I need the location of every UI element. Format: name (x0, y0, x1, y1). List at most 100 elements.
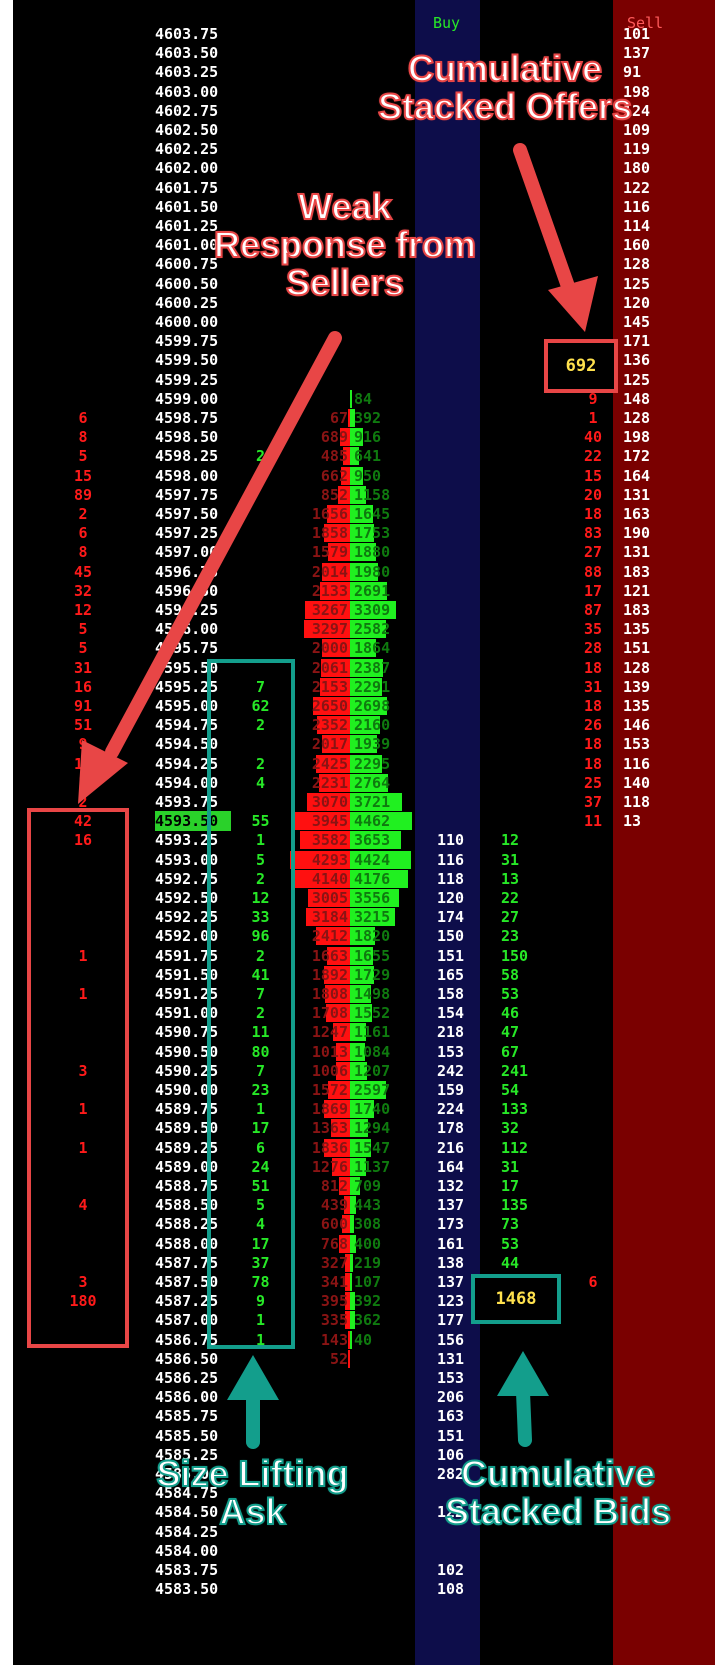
ask-volume-bar (350, 581, 388, 600)
price-cell[interactable]: 4591.75 (155, 946, 219, 965)
price-cell[interactable]: 4591.25 (155, 985, 219, 1003)
price-cell[interactable]: 4598.75 (155, 409, 219, 427)
sell-volume-cell: 135 (623, 697, 651, 715)
price-cell[interactable]: 4603.50 (155, 44, 219, 63)
price-cell[interactable]: 4594.75 (155, 716, 219, 735)
price-cell[interactable]: 4584.00 (155, 1541, 219, 1560)
price-cell[interactable]: 4588.50 (155, 1196, 219, 1215)
price-cell[interactable]: 4603.75 (155, 25, 219, 43)
price-cell[interactable]: 4592.25 (155, 908, 219, 927)
ask-volume-cell: 1552 (354, 1004, 391, 1023)
price-cell[interactable]: 4590.25 (155, 1061, 219, 1080)
price-cell[interactable]: 4586.50 (155, 1349, 219, 1368)
price-cell[interactable]: 4588.25 (155, 1215, 219, 1234)
price-cell[interactable]: 4599.00 (155, 389, 219, 408)
price-cell[interactable]: 4595.25 (155, 677, 219, 696)
sell-header[interactable]: Sell (627, 14, 664, 32)
buy-volume-cell: 174 (437, 908, 465, 927)
price-cell[interactable]: 4585.25 (155, 1445, 219, 1464)
buy-volume-cell: 173 (437, 1215, 465, 1234)
price-cell[interactable]: 4592.00 (155, 927, 219, 946)
price-cell[interactable]: 4584.75 (155, 1484, 219, 1503)
price-cell[interactable]: 4602.50 (155, 121, 219, 139)
sell-volume-cell: 125 (623, 274, 651, 293)
price-cell[interactable]: 4603.25 (155, 63, 219, 82)
price-cell[interactable]: 4600.00 (155, 313, 219, 331)
current-price-cell[interactable]: 4593.50 (155, 811, 231, 832)
price-cell[interactable]: 4594.50 (155, 735, 219, 754)
price-cell[interactable]: 4598.50 (155, 428, 219, 447)
price-cell[interactable]: 4585.00 (155, 1465, 219, 1483)
price-cell[interactable]: 4594.25 (155, 754, 219, 773)
price-cell[interactable]: 4587.25 (155, 1292, 219, 1311)
lifting-size-cell: 5 (255, 1196, 266, 1215)
price-cell[interactable]: 4598.00 (155, 466, 219, 485)
price-cell[interactable]: 4594.00 (155, 773, 219, 792)
stacked-bid-cell: 133 (501, 1100, 529, 1119)
price-cell[interactable]: 4600.25 (155, 293, 219, 312)
price-cell[interactable]: 4588.00 (155, 1234, 219, 1253)
bid-volume-bar (304, 620, 350, 639)
price-cell[interactable]: 4601.50 (155, 197, 219, 216)
price-cell[interactable]: 4583.50 (155, 1580, 219, 1599)
price-cell[interactable]: 4592.75 (155, 869, 219, 888)
price-cell[interactable]: 4598.25 (155, 447, 219, 466)
ask-volume-bar (350, 716, 380, 735)
price-cell[interactable]: 4602.75 (155, 101, 219, 120)
buy-volume-cell: 153 (437, 1042, 465, 1061)
price-cell[interactable]: 4595.50 (155, 658, 219, 677)
stacked-bid-cell: 58 (501, 965, 520, 984)
bid-volume-bar (328, 543, 350, 562)
price-cell[interactable]: 4593.75 (155, 793, 219, 811)
sell-volume-cell: 122 (623, 178, 651, 197)
bid-volume-cell: 1869 (311, 1100, 348, 1119)
price-cell[interactable]: 4584.25 (155, 1522, 219, 1541)
price-cell[interactable]: 4585.75 (155, 1407, 219, 1426)
price-cell[interactable]: 4603.00 (155, 82, 219, 101)
price-cell[interactable]: 4587.00 (155, 1311, 219, 1330)
lifting-size-cell: 1 (255, 1100, 266, 1119)
price-cell[interactable]: 4587.75 (155, 1253, 219, 1272)
price-cell[interactable]: 4599.25 (155, 370, 219, 389)
buy-header[interactable]: Buy (433, 14, 461, 32)
price-cell[interactable]: 4600.75 (155, 255, 219, 274)
price-cell[interactable]: 4602.25 (155, 140, 219, 159)
ask-volume-cell: 2387 (354, 658, 391, 677)
price-cell[interactable]: 4595.00 (155, 697, 219, 715)
price-cell[interactable]: 4589.50 (155, 1119, 219, 1138)
price-cell[interactable]: 4584.50 (155, 1503, 219, 1522)
price-cell[interactable]: 4589.25 (155, 1138, 219, 1157)
ask-volume-bar (350, 927, 376, 946)
price-cell[interactable]: 4602.00 (155, 159, 219, 178)
price-cell[interactable]: 4587.50 (155, 1273, 219, 1291)
price-cell[interactable]: 4599.75 (155, 332, 219, 351)
price-cell[interactable]: 4586.00 (155, 1388, 219, 1407)
price-cell[interactable]: 4593.00 (155, 850, 219, 869)
price-cell[interactable]: 4583.75 (155, 1561, 219, 1579)
price-cell[interactable]: 4588.75 (155, 1177, 219, 1195)
stacked-offer-cell: 31 (583, 677, 603, 696)
price-cell[interactable]: 4591.00 (155, 1004, 219, 1023)
stacked-bid-cell: 22 (501, 889, 520, 907)
price-cell[interactable]: 4592.50 (155, 889, 219, 907)
price-cell[interactable]: 4601.75 (155, 178, 219, 197)
price-cell[interactable]: 4590.50 (155, 1042, 219, 1061)
price-cell[interactable]: 4585.50 (155, 1426, 219, 1445)
price-cell[interactable]: 4601.00 (155, 236, 219, 255)
price-cell[interactable]: 4590.00 (155, 1081, 219, 1099)
price-cell[interactable]: 4591.50 (155, 965, 219, 984)
price-cell[interactable]: 4597.75 (155, 485, 219, 504)
price-cell[interactable]: 4600.50 (155, 274, 219, 293)
price-cell[interactable]: 4597.50 (155, 505, 219, 523)
price-cell[interactable]: 4590.75 (155, 1023, 219, 1042)
price-cell[interactable]: 4601.25 (155, 217, 219, 235)
price-cell[interactable]: 4593.25 (155, 831, 219, 850)
price-cell[interactable]: 4589.00 (155, 1157, 219, 1176)
price-cell[interactable]: 4589.75 (155, 1100, 219, 1119)
price-cell[interactable]: 4597.00 (155, 543, 219, 562)
price-cell[interactable]: 4597.25 (155, 524, 219, 543)
price-cell[interactable]: 4599.50 (155, 351, 219, 370)
ask-volume-bar (350, 831, 401, 850)
price-cell[interactable]: 4586.25 (155, 1369, 219, 1387)
price-cell[interactable]: 4586.75 (155, 1330, 219, 1349)
